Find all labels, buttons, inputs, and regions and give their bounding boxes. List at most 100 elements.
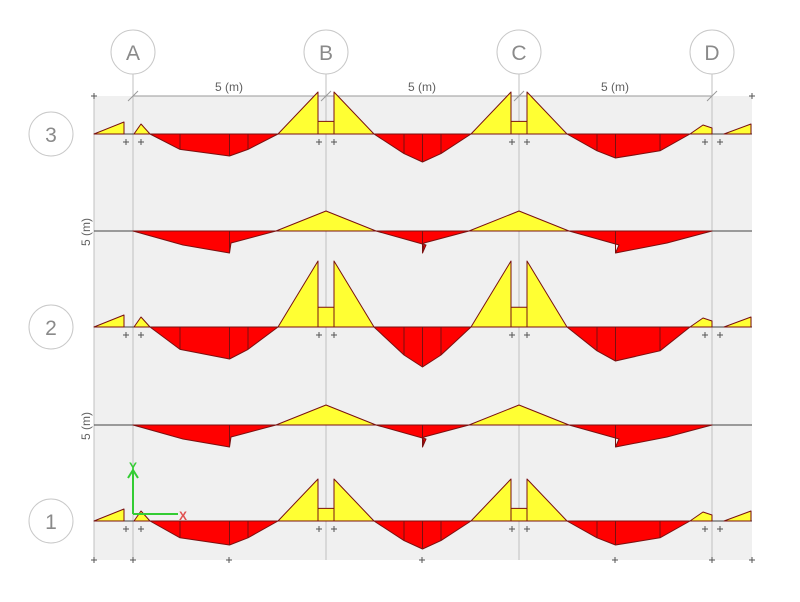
column-label-d: D <box>704 42 719 65</box>
node-mark-1-3 <box>331 332 337 338</box>
dimension-label-ab: 5 (m) <box>215 80 243 94</box>
corner-mark-5 <box>226 557 232 563</box>
moment-neg-secondary-2-2 <box>568 424 713 448</box>
node-mark-2-1 <box>138 526 144 532</box>
node-mark-1-6 <box>702 332 708 338</box>
dimension-label-3-2: 5 (m) <box>79 218 93 246</box>
row-label-2: 2 <box>45 317 57 340</box>
moment-pos-joint-1-1 <box>510 507 528 522</box>
moment-pos-left-a-1 <box>133 510 151 522</box>
node-mark-0-2 <box>316 139 322 145</box>
corner-mark-0 <box>91 93 97 99</box>
moment-pos-peak-left-2-0 <box>277 260 319 328</box>
column-bubble-d[interactable]: D <box>689 29 735 75</box>
dimension-label-cd: 5 (m) <box>601 80 629 94</box>
row-label-3: 3 <box>45 124 57 147</box>
moment-pos-peak-right-1-0 <box>333 478 375 522</box>
node-mark-1-4 <box>509 332 515 338</box>
axis-indicator: Y X <box>127 460 187 523</box>
corner-mark-8 <box>709 557 715 563</box>
row-label-1: 1 <box>45 511 57 534</box>
node-mark-0-0 <box>123 139 129 145</box>
moment-pos-right-stub-3 <box>723 123 752 135</box>
moment-diagrams <box>93 91 752 550</box>
node-mark-2-5 <box>524 526 530 532</box>
column-label-c: C <box>511 42 526 65</box>
moment-pos-joint-3-0 <box>317 120 335 135</box>
row-bubble-2[interactable]: 2 <box>28 304 74 350</box>
y-arrow-head-icon <box>127 468 139 479</box>
moment-pos-secondary-2-1 <box>468 404 570 426</box>
corner-mark-7 <box>612 557 618 563</box>
moment-pos-left-a-3 <box>133 123 151 135</box>
node-mark-1-7 <box>717 332 723 338</box>
moment-neg-span-1-2 <box>566 520 691 546</box>
column-bubble-c[interactable]: C <box>496 29 542 75</box>
corner-mark-1 <box>749 93 755 99</box>
moment-neg-span-2-2 <box>566 326 691 362</box>
column-label-a: A <box>126 42 140 65</box>
row-bubble-3[interactable]: 3 <box>28 111 74 157</box>
node-mark-1-5 <box>524 332 530 338</box>
moment-pos-peak-right-3-1 <box>526 91 568 135</box>
moment-pos-peak-right-1-1 <box>526 478 568 522</box>
moment-pos-right-d-1 <box>689 511 713 522</box>
moment-pos-peak-right-2-0 <box>333 260 375 328</box>
row-bubble-1[interactable]: 1 <box>28 498 74 544</box>
column-label-b: B <box>319 42 333 65</box>
y-axis-label: Y <box>129 460 137 474</box>
moment-neg-secondary-2-0 <box>132 424 277 448</box>
moment-pos-secondary-2-0 <box>275 404 377 426</box>
node-mark-0-3 <box>331 139 337 145</box>
node-mark-0-1 <box>138 139 144 145</box>
node-mark-0-4 <box>509 139 515 145</box>
column-bubble-a[interactable]: A <box>110 29 156 75</box>
node-mark-0-5 <box>524 139 530 145</box>
moment-pos-peak-left-3-0 <box>277 91 319 135</box>
moment-neg-span-3-2 <box>566 133 691 159</box>
node-mark-1-0 <box>123 332 129 338</box>
moment-neg-span-1-0 <box>149 520 279 546</box>
node-mark-1-1 <box>138 332 144 338</box>
corner-mark-3 <box>749 557 755 563</box>
moment-pos-joint-2-1 <box>510 306 528 328</box>
moment-pos-left-stub-3 <box>93 121 125 135</box>
node-mark-2-2 <box>316 526 322 532</box>
moment-pos-right-d-2 <box>689 317 713 328</box>
dimension-line-horizontal <box>127 90 718 102</box>
node-mark-2-7 <box>717 526 723 532</box>
moment-pos-right-stub-2 <box>723 316 752 328</box>
node-mark-0-7 <box>717 139 723 145</box>
corner-mark-2 <box>91 557 97 563</box>
moment-pos-right-d-3 <box>689 124 713 135</box>
node-markers <box>91 93 755 563</box>
node-mark-2-0 <box>123 526 129 532</box>
moment-neg-span-3-0 <box>149 133 279 157</box>
node-mark-2-3 <box>331 526 337 532</box>
column-bubble-b[interactable]: B <box>303 29 349 75</box>
moment-pos-left-a-2 <box>133 316 151 328</box>
moment-neg-secondary-1-0 <box>132 230 277 254</box>
moment-pos-peak-left-3-1 <box>470 91 512 135</box>
moment-pos-joint-3-1 <box>510 120 528 135</box>
moment-pos-left-stub-2 <box>93 314 125 328</box>
node-mark-2-4 <box>509 526 515 532</box>
moment-pos-peak-right-3-0 <box>333 91 375 135</box>
corner-mark-6 <box>419 557 425 563</box>
dimension-label-bc: 5 (m) <box>408 80 436 94</box>
moment-pos-left-stub-1 <box>93 508 125 522</box>
moment-pos-peak-left-2-1 <box>470 260 512 328</box>
moment-pos-joint-2-0 <box>317 306 335 328</box>
moment-pos-secondary-1-0 <box>275 210 377 232</box>
node-mark-0-6 <box>702 139 708 145</box>
moment-neg-span-2-0 <box>149 326 279 360</box>
moment-pos-peak-left-1-0 <box>277 478 319 522</box>
corner-mark-4 <box>130 557 136 563</box>
node-mark-1-2 <box>316 332 322 338</box>
x-axis-label: X <box>179 509 187 523</box>
moment-pos-secondary-1-1 <box>468 210 570 232</box>
node-mark-2-6 <box>702 526 708 532</box>
moment-pos-peak-left-1-1 <box>470 478 512 522</box>
moment-neg-secondary-1-2 <box>568 230 713 254</box>
